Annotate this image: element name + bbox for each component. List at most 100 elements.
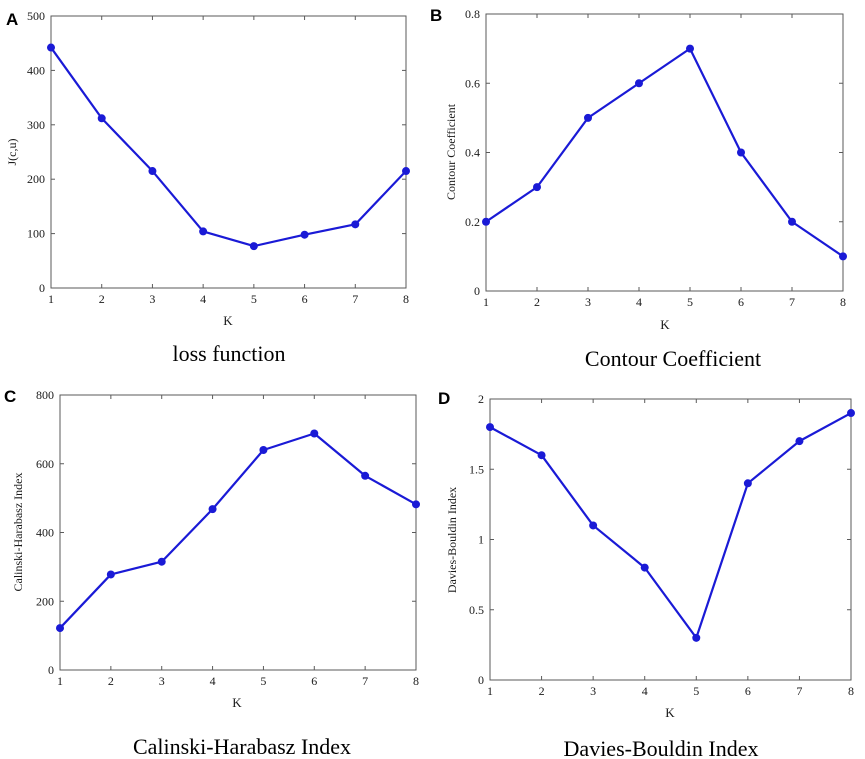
y-tick-label-a: 500 <box>27 9 45 23</box>
data-point-b <box>635 79 643 88</box>
data-point-d <box>486 423 494 432</box>
x-tick-label-d: 7 <box>796 684 802 698</box>
data-point-a <box>47 43 55 52</box>
x-axis-label-d: K <box>665 705 675 720</box>
data-point-a <box>402 167 410 176</box>
x-tick-label-a: 4 <box>200 292 206 306</box>
x-tick-label-d: 6 <box>745 684 751 698</box>
panel-letter-a: A <box>6 10 18 29</box>
data-point-c <box>208 505 217 514</box>
panel-letter-c: C <box>4 387 16 406</box>
x-axis-label-c: K <box>232 695 242 710</box>
plot-frame-c <box>59 394 417 671</box>
data-point-d <box>589 521 598 530</box>
x-tick-label-b: 3 <box>585 295 591 309</box>
y-tick-label-b: 0.6 <box>465 76 480 90</box>
y-tick-label-a: 0 <box>39 281 45 295</box>
x-tick-label-c: 1 <box>57 674 63 688</box>
data-point-c <box>259 446 268 454</box>
panel-a: A 1 2 3 4 5 6 7 8 0 100 200 300 400 500 K J(c,u) loss… <box>5 9 410 366</box>
x-tick-label-b: 7 <box>789 295 795 309</box>
x-tick-label-d: 2 <box>539 684 545 698</box>
data-point-a <box>249 242 258 251</box>
x-axis-label-b: K <box>660 317 670 332</box>
y-tick-label-d: 0.5 <box>469 603 484 617</box>
series-b <box>482 44 847 261</box>
tick-group-d: 1 2 3 4 5 6 7 8 0 0.5 1 1.5 2 <box>469 392 854 698</box>
panel-b: B 1 2 3 4 5 6 7 8 0 0.2 0.4 0.6 0.8 K Contour Coeffi… <box>430 6 847 371</box>
y-axis-label-a: J(c,u) <box>5 139 19 166</box>
data-point-c <box>361 471 370 480</box>
data-point-c <box>310 429 319 438</box>
series-line-c <box>59 432 417 629</box>
x-tick-label-a: 6 <box>302 292 308 306</box>
data-point-b <box>482 217 490 226</box>
series-d <box>486 409 855 642</box>
y-tick-label-b: 0.2 <box>465 215 480 229</box>
x-tick-label-b: 1 <box>483 295 489 309</box>
data-point-a <box>97 114 106 123</box>
plot-frame-b <box>485 13 844 292</box>
data-point-c <box>106 570 115 579</box>
data-point-d <box>640 563 649 572</box>
x-tick-label-c: 5 <box>260 674 266 688</box>
data-point-a <box>199 227 208 236</box>
x-tick-label-c: 7 <box>362 674 368 688</box>
panel-c: C 1 2 3 4 5 6 7 8 0 200 400 600 800 K Calinski-Harab… <box>4 387 420 759</box>
x-tick-label-a: 2 <box>99 292 105 306</box>
x-tick-label-a: 3 <box>149 292 155 306</box>
x-tick-label-a: 5 <box>251 292 257 306</box>
y-tick-label-b: 0.8 <box>465 7 480 21</box>
tick-group-a: 1 2 3 4 5 6 7 8 0 100 200 300 400 500 <box>27 9 409 306</box>
data-point-b <box>686 44 694 53</box>
x-tick-label-d: 3 <box>590 684 596 698</box>
data-point-c <box>157 557 166 566</box>
x-tick-label-b: 4 <box>636 295 642 309</box>
series-a <box>47 43 410 251</box>
data-point-b <box>584 113 592 122</box>
x-tick-label-c: 8 <box>413 674 419 688</box>
plot-frame-a <box>50 15 407 289</box>
x-tick-label-a: 8 <box>403 292 409 306</box>
data-point-c <box>56 624 64 633</box>
data-point-d <box>537 451 546 460</box>
data-point-d <box>795 437 804 446</box>
x-tick-label-b: 6 <box>738 295 744 309</box>
x-tick-label-d: 1 <box>487 684 493 698</box>
x-tick-label-b: 2 <box>534 295 540 309</box>
tick-group-c: 1 2 3 4 5 6 7 8 0 200 400 600 800 <box>36 388 419 688</box>
y-tick-label-c: 400 <box>36 526 54 540</box>
y-tick-label-d: 1 <box>478 533 484 547</box>
y-axis-label-b: Contour Coefficient <box>444 103 458 200</box>
y-tick-label-d: 1.5 <box>469 462 484 476</box>
series-line-d <box>489 412 852 639</box>
caption-c: Calinski-Harabasz Index <box>133 734 351 759</box>
y-tick-label-a: 400 <box>27 63 45 77</box>
x-tick-label-a: 1 <box>48 292 54 306</box>
data-point-a <box>148 167 157 176</box>
data-point-a <box>300 230 309 239</box>
data-point-d <box>847 409 855 418</box>
y-tick-label-a: 300 <box>27 118 45 132</box>
x-tick-label-d: 8 <box>848 684 854 698</box>
panel-letter-b: B <box>430 6 442 25</box>
data-point-b <box>533 183 541 192</box>
series-line-a <box>50 46 407 248</box>
y-tick-label-c: 600 <box>36 457 54 471</box>
x-tick-label-a: 7 <box>352 292 358 306</box>
y-axis-label-d: Davies-Bouldin Index <box>445 487 459 593</box>
series-line-b <box>485 47 844 258</box>
data-point-b <box>839 252 847 261</box>
y-tick-label-b: 0 <box>474 284 480 298</box>
y-tick-label-a: 200 <box>27 172 45 186</box>
data-point-d <box>692 633 701 642</box>
x-tick-label-d: 5 <box>693 684 699 698</box>
x-tick-label-c: 2 <box>108 674 114 688</box>
tick-group-b: 1 2 3 4 5 6 7 8 0 0.2 0.4 0.6 0.8 <box>465 7 846 309</box>
x-tick-label-b: 5 <box>687 295 693 309</box>
data-point-b <box>737 148 745 157</box>
caption-a: loss function <box>172 341 285 366</box>
caption-d: Davies-Bouldin Index <box>564 736 759 759</box>
x-axis-label-a: K <box>223 313 233 328</box>
